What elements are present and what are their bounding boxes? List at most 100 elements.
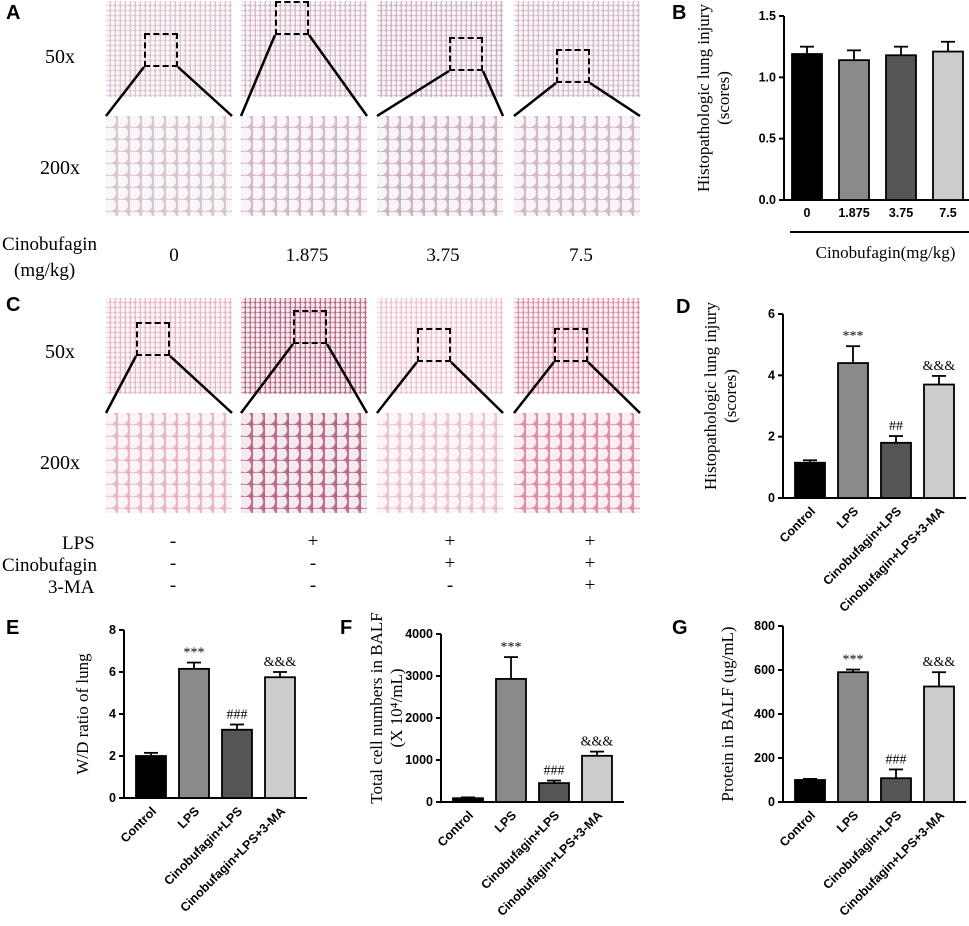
c-zoom-box-1 [136, 322, 170, 356]
zoom-line [589, 81, 641, 118]
panel-label-f: F [340, 617, 353, 639]
chart-e: 02468Control***LPS###Cinobufagin+LPS&&&C… [73, 623, 307, 915]
bar-cinobufagin-lps [880, 777, 912, 803]
c-micrograph-200x-1 [106, 413, 232, 513]
y-tick-label: 1.5 [759, 9, 776, 23]
zoom-line [513, 361, 555, 414]
zoom-line [307, 34, 369, 117]
bar-7-5 [932, 50, 964, 201]
y-tick-label: 1000 [405, 753, 433, 767]
y-tick-label: 3000 [405, 669, 433, 683]
cino-label-line2: (mg/kg) [14, 260, 76, 281]
y-tick-label: 400 [754, 707, 775, 721]
bar-lps [837, 671, 869, 803]
panel-label-b: B [672, 2, 687, 24]
cond-mark: + [307, 531, 319, 552]
y-tick-label: 2 [768, 430, 775, 444]
significance-label: *** [843, 653, 864, 668]
y-tick-label: 600 [754, 663, 775, 677]
bar-control [794, 779, 826, 803]
y-axis-label: Total cell numbers in BALF(X 10⁴/mL) [367, 612, 406, 803]
significance-label: ### [886, 752, 907, 767]
c-zoom-box-2 [293, 310, 327, 344]
c-micrograph-50x-4 [514, 298, 640, 394]
cond-mark: + [444, 553, 456, 574]
zoom-line [239, 34, 277, 117]
zoom-line [513, 82, 557, 117]
y-axis-label: Protein in BALF (ug/mL) [718, 626, 737, 801]
y-tick-label: 0 [426, 795, 433, 809]
dose-1875: 1.875 [285, 245, 329, 266]
cond-mark: + [584, 575, 596, 596]
bar-0 [791, 53, 823, 201]
dose-75: 7.5 [569, 245, 593, 266]
bar-control [794, 461, 826, 499]
x-tick-label: 1.875 [838, 206, 869, 220]
zoom-line [450, 361, 504, 414]
chart-b: 0.0 0.5 1.0 1.5 0 1.875 3.75 7.5 Histopathologic… [694, 4, 969, 262]
bar-control [135, 755, 167, 799]
cond-mark: - [169, 553, 177, 574]
bar-lps [178, 667, 210, 799]
chart-g: 0200400600800Control***LPS###Cinobufagin… [718, 619, 966, 919]
y-axis-label: Histopathologic lung injury(scores) [694, 4, 733, 192]
zoom-line [325, 343, 369, 414]
significance-label: &&& [923, 359, 956, 374]
bar-cinobufagin-lps-3-ma [264, 676, 296, 799]
mag-label-50x-c: 50x [45, 341, 75, 363]
cond-mark: - [169, 531, 177, 552]
cond-mark: + [584, 531, 596, 552]
x-tick-label: 7.5 [939, 206, 956, 220]
y-tick-label: 1.0 [759, 70, 776, 84]
x-tick-label: 3.75 [889, 206, 913, 220]
y-tick-label: 4 [768, 368, 775, 382]
significance-label: *** [501, 640, 522, 655]
panel-label-c: C [6, 294, 21, 316]
a-zoom-box-3 [449, 37, 483, 71]
y-tick-label: 200 [754, 751, 775, 765]
c-micrograph-50x-3 [377, 298, 503, 394]
bar-lps [837, 362, 869, 499]
y-tick-label: 2000 [405, 711, 433, 725]
panel-label-e: E [6, 617, 20, 639]
cinobufagin-dose-label: Cinobufagin (mg/kg) [2, 232, 97, 284]
y-tick-label: 6 [768, 307, 775, 321]
zoom-line [169, 355, 233, 414]
y-tick-label: 800 [754, 619, 775, 633]
y-tick-label: 0.5 [759, 132, 776, 146]
a-micrograph-50x-2 [241, 1, 367, 97]
a-micrograph-50x-3 [377, 1, 503, 97]
y-tick-label: 6 [109, 665, 116, 679]
bar-1-875 [838, 59, 870, 201]
c-zoom-box-3 [417, 328, 451, 362]
y-tick-label: 0 [768, 491, 775, 505]
panel-label-d: D [676, 296, 691, 318]
significance-label: ## [889, 419, 903, 434]
cond-mark: + [444, 531, 456, 552]
zoom-line [104, 355, 138, 414]
significance-label: &&& [581, 735, 614, 750]
bar-cinobufagin-lps-3-ma [923, 383, 955, 499]
a-zoom-box-2 [275, 1, 309, 35]
bar-3-75 [885, 54, 917, 201]
significance-label: &&& [923, 655, 956, 670]
y-tick-label: 4000 [405, 627, 433, 641]
zoom-line [376, 69, 450, 118]
y-tick-label: 0 [768, 795, 775, 809]
cond-mark: - [446, 575, 454, 596]
a-micrograph-200x-4 [514, 116, 640, 216]
cino-label-line1: Cinobufagin [2, 234, 97, 255]
mag-label-200x: 200x [40, 157, 80, 179]
a-zoom-box-4 [556, 49, 590, 83]
mag-label-50x: 50x [45, 46, 75, 68]
x-axis-label: Cinobufagin(mg/kg) [816, 243, 956, 262]
c-zoom-box-4 [554, 328, 588, 362]
bar-lps [495, 678, 527, 803]
zoom-line [481, 70, 505, 117]
a-micrograph-200x-3 [377, 116, 503, 216]
significance-label: ### [227, 708, 248, 723]
bar-cinobufagin-lps-3-ma [581, 754, 613, 803]
mag-label-200x-c: 200x [40, 452, 80, 474]
significance-label: *** [843, 329, 864, 344]
